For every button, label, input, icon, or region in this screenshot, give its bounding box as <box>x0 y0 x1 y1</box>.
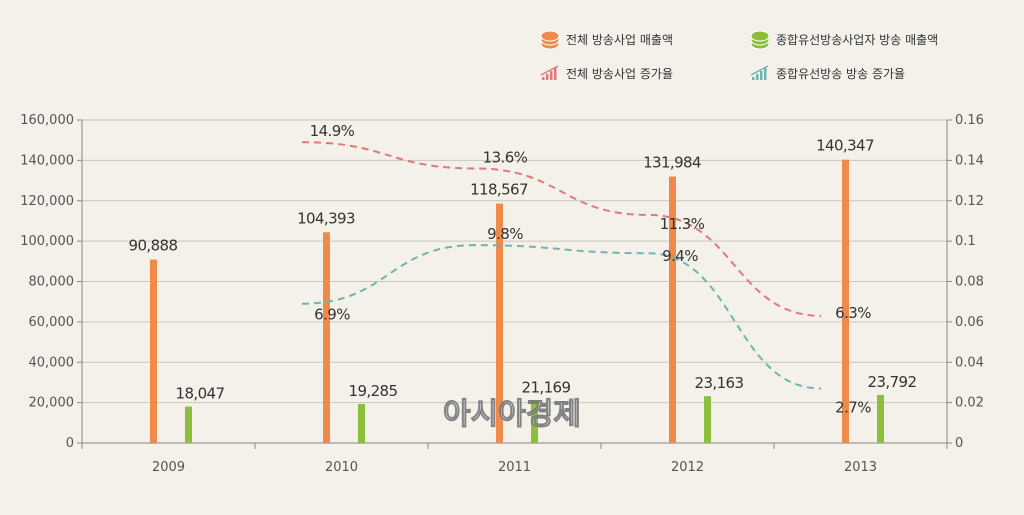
left-axis-tick-label: 160,000 <box>20 113 74 128</box>
growth-rate-label: 9.8% <box>487 225 523 243</box>
bar-value-label: 140,347 <box>816 137 874 155</box>
rise-arrow <box>750 65 769 76</box>
left-axis-tick-label: 80,000 <box>29 275 75 290</box>
growth-rate-label: 6.9% <box>314 306 350 324</box>
left-axis-tick-label: 40,000 <box>29 355 75 370</box>
growth-rate-label: 6.3% <box>835 304 871 322</box>
growth-rate-label: 9.4% <box>662 247 698 265</box>
rise-bar <box>760 71 763 80</box>
rise-arrow <box>540 65 559 76</box>
left-axis-tick-label: 0 <box>66 436 74 451</box>
growth-rate-label: 14.9% <box>310 122 355 140</box>
legend-label: 종합유선방송 방송 증가율 <box>776 67 905 81</box>
bar-total-revenue <box>496 203 503 443</box>
x-axis-tick-label: 2009 <box>152 460 185 475</box>
red-rising-bars-icon <box>540 65 559 80</box>
bar-value-label: 23,163 <box>695 374 744 392</box>
rise-bar <box>546 74 549 80</box>
growth-rate-label: 13.6% <box>483 148 528 166</box>
left-axis-tick-label: 60,000 <box>29 315 75 330</box>
bar-total-revenue <box>150 259 157 443</box>
right-axis-tick-label: 0.16 <box>955 113 984 128</box>
right-axis-tick-label: 0.08 <box>955 275 984 290</box>
coin-layer <box>750 30 770 42</box>
bar-value-label: 18,047 <box>176 385 225 403</box>
x-axis-tick-label: 2010 <box>325 460 358 475</box>
bar-value-label: 90,888 <box>129 237 178 255</box>
bar-total-revenue <box>323 232 330 443</box>
bar-value-label: 104,393 <box>297 209 355 227</box>
gridlines <box>82 119 947 404</box>
line-cable-growth <box>301 244 822 390</box>
growth-lines <box>301 141 822 390</box>
legend-label: 전체 방송사업 증가율 <box>566 67 673 81</box>
growth-rate-label: 11.3% <box>660 215 705 233</box>
rise-bar <box>542 77 545 80</box>
right-axis-tick-label: 0.12 <box>955 194 984 209</box>
green-coin-stack-icon <box>750 30 770 50</box>
bar-value-label: 21,169 <box>522 378 571 396</box>
bar-cable-revenue <box>704 396 711 443</box>
rise-bar <box>554 68 557 80</box>
legend-label: 전체 방송사업 매출액 <box>566 33 673 47</box>
legend-label: 종합유선방송사업자 방송 매출액 <box>776 33 938 47</box>
bar-cable-revenue <box>185 406 192 443</box>
bars <box>150 159 884 443</box>
bar-value-label: 131,984 <box>643 154 701 172</box>
bar-cable-revenue <box>531 400 538 443</box>
right-axis-tick-label: 0 <box>955 436 963 451</box>
left-axis-tick-label: 120,000 <box>20 194 74 209</box>
bar-cable-revenue <box>877 394 884 443</box>
x-axis-tick-label: 2011 <box>498 460 531 475</box>
rise-bar <box>550 71 553 80</box>
line-total-growth <box>301 141 822 317</box>
bar-value-label: 19,285 <box>349 382 398 400</box>
left-axis-tick-label: 20,000 <box>29 396 75 411</box>
bar-value-label: 23,792 <box>868 373 917 391</box>
left-axis-tick-label: 140,000 <box>20 153 74 168</box>
bar-cable-revenue <box>358 404 365 443</box>
bar-total-revenue <box>842 159 849 443</box>
bar-value-label: 118,567 <box>470 181 528 199</box>
teal-rising-bars-icon <box>750 65 769 80</box>
right-axis-tick-label: 0.02 <box>955 396 984 411</box>
axes: 0 0 20,000 0.02 40,000 0.04 60,000 0.06 80,000 0.… <box>20 113 984 475</box>
rise-bar <box>756 74 759 80</box>
right-axis-tick-label: 0.1 <box>955 234 976 249</box>
x-axis-tick-label: 2012 <box>671 460 704 475</box>
orange-coin-stack-icon <box>540 30 560 50</box>
rise-bar <box>764 68 767 80</box>
left-axis-tick-label: 100,000 <box>20 234 74 249</box>
coin-layer <box>540 30 560 42</box>
rise-bar <box>752 77 755 80</box>
right-axis-tick-label: 0.04 <box>955 355 984 370</box>
bar-total-revenue <box>669 176 676 443</box>
data-labels: 90,888 104,393 118,567 131,984 140,347 18,047… <box>129 122 918 416</box>
right-axis-tick-label: 0.06 <box>955 315 984 330</box>
growth-rate-label: 2.7% <box>835 398 871 416</box>
x-axis-tick-label: 2013 <box>844 460 877 475</box>
right-axis-tick-label: 0.14 <box>955 153 984 168</box>
watermark: 아시아경제 <box>443 397 581 432</box>
